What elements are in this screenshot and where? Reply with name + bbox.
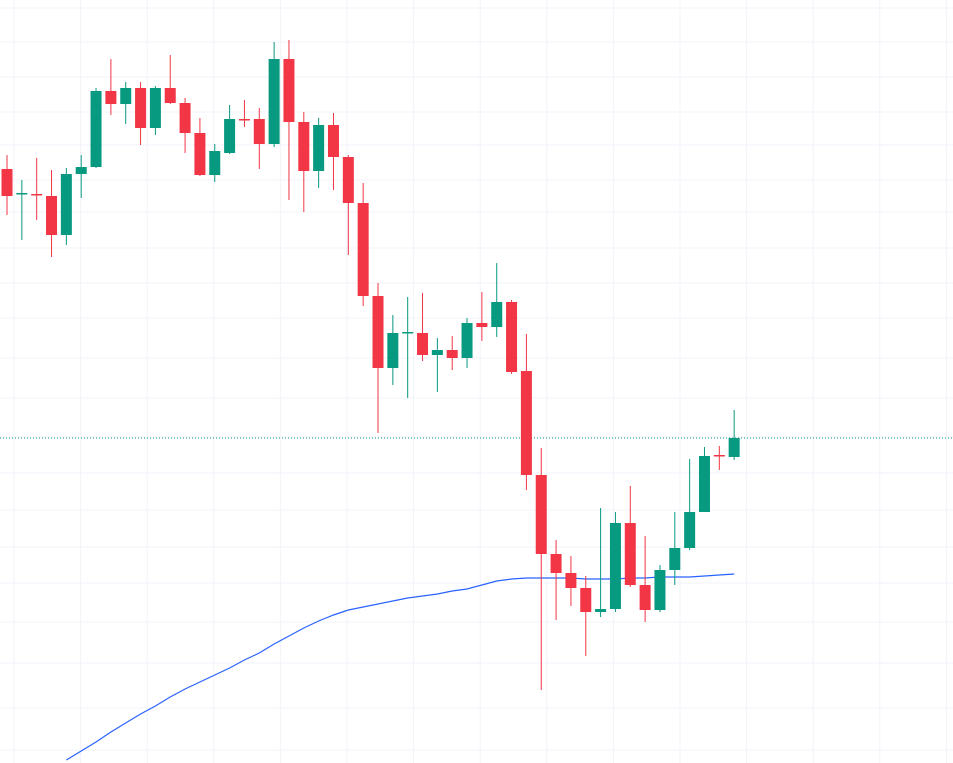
candle-body xyxy=(268,59,280,144)
candle-body xyxy=(431,350,443,355)
candle-body xyxy=(387,333,399,368)
candle-body xyxy=(16,193,28,195)
candle-body xyxy=(149,88,161,128)
candle-body xyxy=(417,333,429,355)
candle-body xyxy=(535,475,547,554)
candle-body xyxy=(194,133,206,175)
candle-body xyxy=(550,554,562,573)
candle-body xyxy=(402,332,414,334)
candle-body xyxy=(238,119,250,121)
candle-body xyxy=(669,548,681,570)
candle-body xyxy=(609,523,621,609)
candle-body xyxy=(60,174,72,235)
candle-body xyxy=(595,609,607,612)
candle-body xyxy=(209,151,221,175)
candle-body xyxy=(565,573,577,588)
candle-body xyxy=(491,302,503,327)
candle-body xyxy=(728,438,740,457)
candle-body xyxy=(342,157,354,203)
candle-body xyxy=(327,125,339,157)
candle-body xyxy=(446,350,458,358)
candle-body xyxy=(639,585,651,610)
candle-body xyxy=(298,122,310,171)
candle-body xyxy=(120,88,132,104)
candle-body xyxy=(506,302,518,372)
moving-average-line xyxy=(66,573,735,761)
candle-body xyxy=(164,88,176,103)
candle-body xyxy=(624,523,636,585)
candle-body xyxy=(313,125,325,171)
candle-body xyxy=(253,119,265,144)
candle-body xyxy=(461,323,473,358)
candle-body xyxy=(684,512,696,548)
candle-body xyxy=(179,103,191,133)
candle-body xyxy=(46,196,58,235)
candle-body xyxy=(283,59,295,122)
candle-body xyxy=(520,371,532,475)
candle-body xyxy=(698,456,710,512)
candle-body xyxy=(580,588,592,612)
candle-body xyxy=(224,119,236,153)
candle-body xyxy=(105,91,117,104)
candle-body xyxy=(476,323,488,327)
candle-body xyxy=(372,296,384,368)
candle-body xyxy=(357,203,369,296)
candle-body xyxy=(90,91,102,167)
candle-body xyxy=(31,194,43,196)
candle-body xyxy=(75,167,87,174)
candle-body xyxy=(713,455,725,457)
candle-body xyxy=(135,88,147,128)
candle-body xyxy=(1,169,13,196)
candle-body xyxy=(654,570,666,610)
